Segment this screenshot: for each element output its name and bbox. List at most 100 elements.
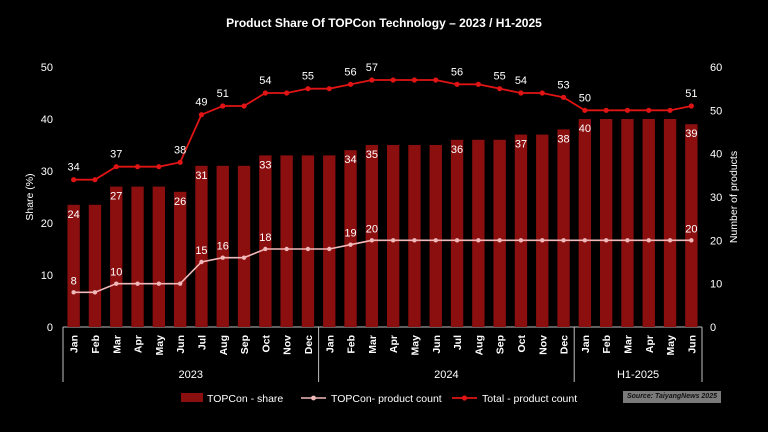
topcon-count-label: 10	[110, 267, 122, 279]
x-tick-label: May	[665, 335, 677, 356]
bar-value-label: 27	[110, 191, 122, 203]
topcon-count-label: 18	[259, 232, 271, 244]
total-count-label: 56	[344, 66, 356, 78]
topcon-count-point	[454, 238, 460, 243]
total-count-label: 34	[68, 162, 80, 174]
y2-tick-label: 0	[710, 322, 716, 334]
bar-value-label: 33	[259, 159, 271, 171]
total-count-point	[347, 81, 354, 87]
topcon-count-point	[114, 281, 119, 286]
total-count-point	[582, 107, 588, 113]
topcon-count-point	[220, 255, 225, 260]
total-count-point	[262, 90, 268, 96]
bar-value-label: 37	[515, 139, 527, 151]
bar	[493, 139, 506, 327]
y-tick-label: 40	[41, 114, 53, 126]
x-tick-label: Aug	[473, 335, 485, 355]
topcon-count-point	[327, 246, 332, 252]
total-count-label: 55	[302, 71, 314, 83]
topcon-count-point	[603, 238, 609, 243]
bar	[344, 150, 357, 327]
y-tick-label: 30	[41, 166, 53, 178]
y-tick-label: 10	[41, 270, 53, 282]
total-count-point	[284, 90, 290, 96]
total-count-label: 49	[195, 97, 207, 109]
total-count-point	[92, 177, 98, 183]
x-tick-label: Oct	[516, 335, 528, 353]
topcon-count-point	[689, 238, 694, 243]
bar	[173, 191, 187, 327]
total-count-label: 53	[557, 79, 569, 91]
x-tick-label: Sep	[239, 335, 251, 354]
topcon-count-point	[92, 290, 98, 295]
x-tick-label: Feb	[601, 335, 613, 354]
x-tick-label: Jul	[452, 335, 464, 350]
bar	[323, 155, 336, 327]
x-tick-label: Feb	[346, 335, 358, 354]
topcon-count-point	[369, 238, 375, 243]
total-count-point	[156, 164, 162, 170]
bar	[472, 139, 485, 327]
y2-tick-label: 20	[710, 235, 722, 247]
topcon-count-point	[199, 259, 204, 265]
bar	[152, 186, 166, 327]
total-count-label: 57	[366, 62, 378, 74]
bar	[663, 119, 677, 327]
topcon-count-point	[177, 281, 183, 286]
bar	[386, 145, 400, 327]
topcon-count-point	[518, 238, 524, 243]
x-tick-label: Apr	[133, 335, 145, 353]
total-count-point	[454, 81, 460, 87]
legend-marker-total	[461, 395, 468, 401]
topcon-count-point	[433, 238, 438, 243]
legend-marker-topcon	[311, 395, 316, 401]
topcon-count-label: 20	[366, 223, 378, 235]
total-count-point	[198, 112, 205, 118]
bar	[514, 134, 528, 327]
legend-swatch-share	[181, 393, 203, 402]
bar	[131, 186, 144, 327]
x-tick-label: May	[409, 335, 421, 356]
total-count-point	[369, 77, 375, 83]
bar	[642, 119, 655, 327]
x-tick-label: Jun	[431, 335, 443, 354]
total-count-line	[73, 79, 692, 181]
bar	[67, 204, 80, 327]
total-count-label: 38	[174, 144, 186, 156]
total-count-point	[667, 107, 673, 113]
x-tick-label: May	[154, 335, 166, 356]
x-tick-label: Nov	[537, 335, 549, 355]
y2-axis-label: Number of products	[728, 151, 740, 243]
x-tick-label: Jan	[324, 335, 336, 353]
line-series	[71, 77, 694, 295]
x-tick-label: Aug	[218, 335, 230, 355]
x-tick-label: Jan	[580, 335, 592, 353]
x-tick-label: Apr	[644, 335, 656, 353]
x-tick-label: Oct	[260, 335, 272, 353]
bar-value-label: 26	[174, 196, 186, 208]
total-count-point	[688, 103, 694, 109]
x-tick-label: Mar	[367, 335, 379, 354]
topcon-count-point	[263, 246, 268, 252]
x-tick-label: Jun	[175, 335, 187, 354]
total-count-point	[71, 177, 77, 183]
total-count-label: 37	[110, 149, 122, 161]
bar	[578, 119, 592, 327]
bar-value-label: 24	[68, 209, 80, 221]
bar	[536, 134, 549, 327]
bar	[429, 145, 442, 327]
total-count-label: 51	[685, 88, 697, 100]
total-count-point	[411, 77, 418, 83]
total-count-label: 55	[494, 71, 506, 83]
bar-value-label: 40	[579, 123, 591, 135]
total-count-point	[518, 90, 524, 96]
bar-value-label: 35	[366, 149, 378, 161]
total-count-label: 54	[259, 75, 271, 87]
x-tick-label: Dec	[559, 335, 571, 354]
y-tick-label: 50	[41, 62, 53, 74]
y-tick-label: 20	[41, 218, 53, 230]
topcon-count-point	[540, 238, 545, 243]
bar	[301, 155, 315, 327]
axes: 0 10 20 30 40 50 0 10 20 30 40 50 60 Jan Feb Mar Apr May J…	[41, 62, 722, 382]
bar	[557, 129, 570, 327]
